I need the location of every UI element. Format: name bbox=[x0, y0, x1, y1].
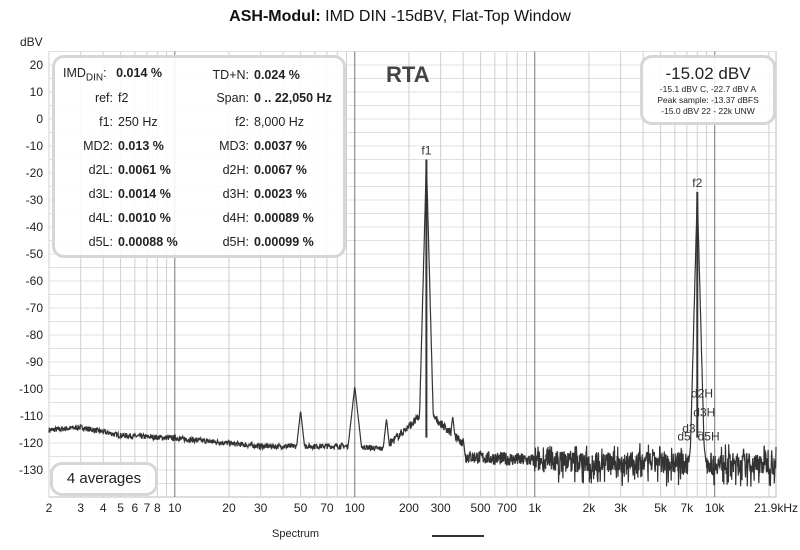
info-left-0-value: f2 bbox=[118, 91, 129, 105]
info-left-3-label: d2L: bbox=[88, 163, 113, 177]
y-tick-label: -40 bbox=[26, 220, 44, 234]
x-tick-label: 6 bbox=[132, 501, 139, 515]
x-tick-label: 10k bbox=[705, 501, 725, 515]
y-tick-label: -10 bbox=[26, 139, 44, 153]
info-left-2-label: MD2: bbox=[83, 139, 113, 153]
x-tick-label: 10 bbox=[168, 501, 182, 515]
marker-f1: f1 bbox=[421, 144, 431, 158]
y-tick-label: -70 bbox=[26, 301, 44, 315]
averages-badge: 4 averages bbox=[50, 462, 158, 496]
info-left-1-value: 250 Hz bbox=[118, 115, 158, 129]
info-right-2-label: MD3: bbox=[219, 139, 249, 153]
info-right-6-value: 0.00099 % bbox=[254, 235, 314, 249]
info-right-6-label: d5H: bbox=[222, 235, 249, 249]
y-axis-label: dBV bbox=[20, 35, 43, 49]
x-tick-label: 3k bbox=[614, 501, 628, 515]
info-right-1-label: f2: bbox=[235, 115, 249, 129]
legend-label: Spectrum bbox=[272, 528, 320, 540]
x-tick-label: 300 bbox=[431, 501, 451, 515]
x-tick-label: 2k bbox=[583, 501, 597, 515]
marker-d3H: d3H bbox=[693, 405, 715, 419]
x-tick-label: 7 bbox=[144, 501, 151, 515]
info-right-4-value: 0.0023 % bbox=[254, 187, 307, 201]
y-tick-label: -100 bbox=[19, 382, 43, 396]
x-tick-label: 50 bbox=[294, 501, 308, 515]
x-tick-label: 200 bbox=[399, 501, 419, 515]
y-tick-label: -60 bbox=[26, 274, 44, 288]
info-left-2-value: 0.013 % bbox=[118, 139, 164, 153]
marker-d3L: d3L bbox=[682, 422, 702, 436]
info-right-1-value: 8,000 Hz bbox=[254, 115, 305, 129]
x-tick-label: 700 bbox=[497, 501, 517, 515]
info-right-0-label: Span: bbox=[216, 91, 249, 105]
info-right-3-label: d2H: bbox=[222, 163, 249, 177]
x-tick-label: 5 bbox=[117, 501, 124, 515]
info-right-5-label: d4H: bbox=[222, 211, 249, 225]
info-left-0-label: ref: bbox=[94, 91, 113, 105]
imd-din-row: IMDDIN: 0.014 % bbox=[63, 66, 162, 84]
chart-title: ASH-Modul: IMD DIN -15dBV, Flat-Top Wind… bbox=[229, 8, 571, 25]
info-left-4-label: d3L: bbox=[88, 187, 113, 201]
tdn-label: TD+N: bbox=[212, 68, 249, 82]
y-tick-label: -20 bbox=[26, 166, 44, 180]
level-main: -15.02 dBV bbox=[665, 64, 751, 83]
x-tick-label: 7k bbox=[681, 501, 695, 515]
y-tick-label: 10 bbox=[30, 85, 44, 99]
info-right-4-label: d3H: bbox=[222, 187, 249, 201]
info-left-3-value: 0.0061 % bbox=[118, 163, 171, 177]
level-line3: -15.0 dBV 22 - 22k UNW bbox=[661, 106, 755, 116]
y-tick-label: -30 bbox=[26, 193, 44, 207]
x-tick-label: 4 bbox=[100, 501, 107, 515]
info-left-6-value: 0.00088 % bbox=[118, 235, 178, 249]
level-readout-panel: -15.02 dBV -15.1 dBV C, -22.7 dBV A Peak… bbox=[640, 55, 776, 125]
rta-label: RTA bbox=[386, 62, 430, 87]
x-tick-label: 5k bbox=[654, 501, 668, 515]
info-right-3-value: 0.0067 % bbox=[254, 163, 307, 177]
info-left-4-value: 0.0014 % bbox=[118, 187, 171, 201]
x-tick-label: 2 bbox=[46, 501, 53, 515]
imd-info-panel: IMDDIN: 0.014 % TD+N: 0.024 % ref: f2 Span: 0… bbox=[52, 55, 346, 258]
y-tick-label: -120 bbox=[19, 436, 43, 450]
y-tick-label: -130 bbox=[19, 463, 43, 477]
x-tick-label: 100 bbox=[345, 501, 365, 515]
y-tick-label: -80 bbox=[26, 328, 44, 342]
info-right-0-value: 0 .. 22,050 Hz bbox=[254, 91, 332, 105]
x-tick-label: 21.9kHz bbox=[754, 501, 798, 515]
marker-d2H: d2H bbox=[691, 387, 713, 401]
y-tick-label: -110 bbox=[20, 409, 43, 423]
marker-f2: f2 bbox=[692, 176, 702, 190]
info-right-2-value: 0.0037 % bbox=[254, 139, 307, 153]
y-tick-label: 20 bbox=[30, 58, 44, 72]
marker-d5: d5 bbox=[677, 430, 691, 444]
x-tick-label: 1k bbox=[528, 501, 542, 515]
info-left-5-value: 0.0010 % bbox=[118, 211, 171, 225]
info-right-5-value: 0.00089 % bbox=[254, 211, 314, 225]
level-line2: Peak sample: -13.37 dBFS bbox=[657, 95, 759, 105]
x-tick-label: 3 bbox=[77, 501, 84, 515]
x-tick-label: 70 bbox=[320, 501, 334, 515]
level-line1: -15.1 dBV C, -22.7 dBV A bbox=[659, 84, 757, 94]
y-tick-label: 0 bbox=[36, 112, 43, 126]
marker-d5H: d5H bbox=[698, 430, 720, 444]
spectrum-line bbox=[48, 160, 777, 487]
x-tick-label: 30 bbox=[254, 501, 268, 515]
info-left-1-label: f1: bbox=[99, 115, 113, 129]
x-tick-label: 8 bbox=[154, 501, 161, 515]
tdn-value: 0.024 % bbox=[254, 68, 300, 82]
y-tick-label: -50 bbox=[26, 247, 44, 261]
x-tick-label: 500 bbox=[471, 501, 491, 515]
info-left-5-label: d4L: bbox=[88, 211, 113, 225]
x-tick-label: 20 bbox=[222, 501, 236, 515]
info-left-6-label: d5L: bbox=[88, 235, 113, 249]
y-tick-label: -90 bbox=[26, 355, 44, 369]
legend-line bbox=[432, 535, 484, 537]
